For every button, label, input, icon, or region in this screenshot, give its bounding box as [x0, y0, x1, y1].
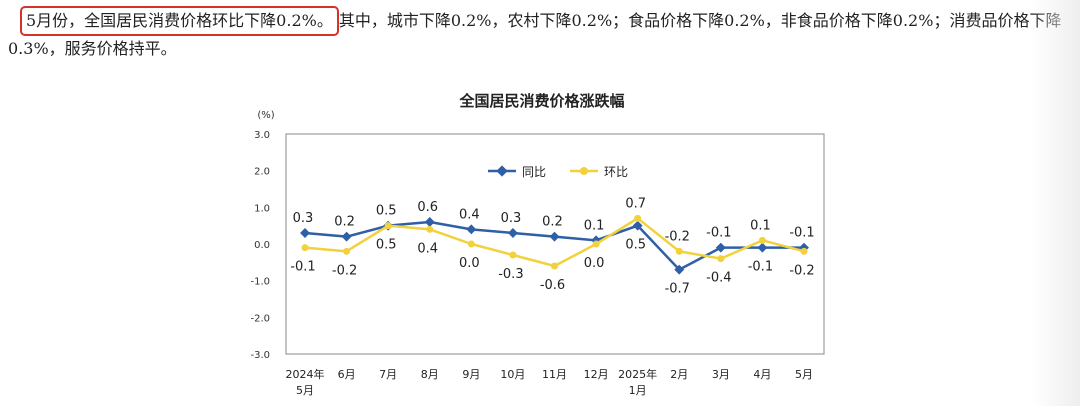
data-point-yoy — [341, 231, 352, 242]
data-label: 0.0 — [584, 256, 605, 271]
data-label: 0.3 — [293, 211, 314, 226]
data-label: -0.2 — [789, 263, 814, 278]
y-axis-unit: (%) — [257, 110, 274, 121]
data-label: 0.1 — [584, 218, 605, 233]
data-label: -0.2 — [332, 263, 357, 278]
data-point-mom — [675, 247, 683, 255]
y-tick-label: -3.0 — [250, 350, 270, 361]
data-label: 0.2 — [334, 215, 355, 230]
legend-label-mom: 环比 — [604, 165, 628, 179]
x-tick-label: 9月 — [462, 368, 480, 381]
y-tick-label: 2.0 — [254, 167, 270, 178]
data-label: 0.0 — [459, 256, 480, 271]
data-label: 0.2 — [542, 215, 563, 230]
data-point-mom — [509, 251, 517, 259]
legend-label-yoy: 同比 — [522, 165, 546, 179]
data-label: -0.1 — [290, 260, 315, 275]
y-tick-label: 3.0 — [254, 130, 270, 141]
x-tick-label: 1月 — [629, 384, 647, 397]
y-tick-label: -1.0 — [250, 277, 270, 288]
data-point-yoy — [424, 217, 435, 227]
x-tick-label: 2月 — [670, 368, 688, 381]
data-label: 0.3 — [501, 211, 522, 226]
data-point-mom — [301, 244, 309, 252]
cpi-line-chart: 全国居民消费价格涨跌幅 (%) 3.0 2.0 1.0 0.0 -1.0 -2.0 -3.0 20… — [250, 92, 825, 397]
data-point-yoy — [757, 242, 768, 253]
x-tick-label: 3月 — [712, 368, 730, 381]
article-paragraph: 5月份，全国居民消费价格环比下降0.2%。 其中，城市下降0.2%，农村下降0.2… — [8, 6, 1070, 62]
data-label: 0.5 — [376, 238, 397, 253]
data-label: -0.1 — [748, 260, 773, 275]
data-point-mom — [758, 236, 766, 244]
data-point-mom — [800, 247, 808, 255]
legend-marker-yoy — [496, 165, 508, 177]
data-point-yoy — [549, 231, 560, 242]
chart-title: 全国居民消费价格涨跌幅 — [458, 92, 624, 110]
x-tick-label: 11月 — [542, 368, 567, 381]
x-tick-label: 12月 — [584, 368, 609, 381]
chart-container: 全国居民消费价格涨跌幅 (%) 3.0 2.0 1.0 0.0 -1.0 -2.0 -3.0 20… — [230, 82, 850, 406]
data-label: 0.4 — [459, 207, 480, 222]
plot-frame — [285, 133, 825, 355]
data-label: 0.5 — [625, 238, 646, 253]
x-tick-label: 4月 — [753, 368, 771, 381]
data-label: 0.7 — [625, 196, 646, 211]
data-label: 0.5 — [376, 204, 397, 219]
data-point-mom — [634, 214, 642, 222]
data-point-yoy — [674, 264, 685, 275]
y-tick-label: 0.0 — [254, 240, 270, 251]
data-label: -0.1 — [789, 226, 814, 241]
data-point-mom — [384, 222, 392, 230]
data-point-yoy — [632, 220, 643, 231]
x-tick-label: 10月 — [500, 368, 525, 381]
data-point-yoy — [507, 228, 518, 238]
data-label: 0.1 — [750, 218, 771, 233]
x-tick-label: 5月 — [795, 368, 813, 381]
data-point-mom — [551, 262, 558, 270]
data-label: -0.7 — [665, 282, 690, 297]
data-label: -0.1 — [706, 226, 731, 241]
data-point-mom — [717, 255, 725, 263]
data-point-mom — [426, 225, 434, 233]
data-point-mom — [467, 240, 475, 248]
page-edge-shadow — [1032, 0, 1080, 406]
data-label: 0.4 — [417, 241, 438, 256]
y-tick-label: -2.0 — [250, 313, 270, 324]
data-label: -0.2 — [665, 229, 690, 244]
y-tick-label: 1.0 — [254, 203, 270, 214]
data-label: -0.3 — [498, 267, 523, 282]
x-tick-label: 8月 — [421, 368, 439, 381]
data-point-mom — [343, 247, 351, 255]
x-tick-label: 2024年 — [286, 367, 325, 381]
data-point-yoy — [300, 228, 310, 238]
data-label: -0.4 — [706, 271, 731, 286]
x-tick-label: 2025年 — [618, 367, 657, 381]
data-point-yoy — [715, 242, 726, 253]
data-label: 0.6 — [417, 200, 438, 215]
paragraph-rest: 其中，城市下降0.2%，农村下降0.2%；食品价格下降0.2%，非食品价格下降0… — [8, 11, 1062, 58]
x-tick-label: 6月 — [338, 368, 356, 381]
highlighted-sentence: 5月份，全国居民消费价格环比下降0.2%。 — [20, 6, 339, 36]
x-tick-label: 7月 — [379, 368, 397, 381]
data-point-yoy — [466, 224, 477, 235]
x-tick-label: 5月 — [296, 384, 314, 397]
legend-marker-mom — [580, 167, 588, 175]
data-label: -0.6 — [540, 278, 565, 293]
data-point-mom — [592, 240, 600, 248]
